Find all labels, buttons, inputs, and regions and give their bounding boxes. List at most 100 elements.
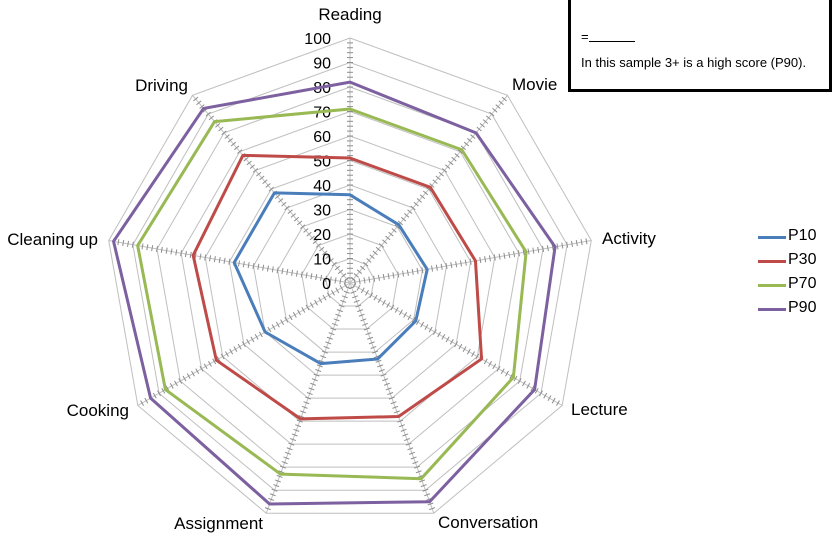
minor-tick <box>496 365 501 372</box>
minor-tick <box>218 126 224 132</box>
minor-tick <box>281 461 288 465</box>
minor-tick <box>310 273 313 280</box>
series-p70 <box>136 107 528 481</box>
minor-tick <box>427 502 434 506</box>
minor-tick <box>320 274 323 281</box>
minor-tick <box>365 289 369 296</box>
minor-tick <box>278 470 285 474</box>
legend-swatch-p70 <box>758 284 786 287</box>
minor-tick <box>144 397 149 404</box>
minor-tick <box>288 314 293 321</box>
legend-swatch-p90 <box>758 308 786 311</box>
minor-tick <box>359 265 366 271</box>
minor-tick <box>290 213 296 218</box>
minor-tick <box>305 396 312 400</box>
minor-tick <box>411 268 414 275</box>
minor-tick <box>242 261 245 268</box>
minor-tick <box>526 383 531 389</box>
minor-tick <box>151 245 154 252</box>
minor-tick <box>546 245 549 252</box>
minor-tick <box>432 179 438 184</box>
legend-label-p70: P70 <box>788 275 817 292</box>
minor-tick <box>411 316 416 323</box>
minor-tick <box>191 370 195 377</box>
minor-tick <box>530 385 535 392</box>
minor-tick <box>358 278 361 285</box>
minor-tick <box>441 334 446 340</box>
minor-tick <box>488 361 492 367</box>
minor-tick <box>390 401 397 405</box>
minor-tick <box>186 373 191 379</box>
minor-tick <box>353 273 359 278</box>
minor-tick <box>362 322 369 326</box>
minor-tick <box>224 134 230 139</box>
minor-tick <box>266 265 269 272</box>
minor-tick <box>271 266 274 273</box>
minor-tick <box>483 358 488 365</box>
minor-tick <box>407 447 414 451</box>
minor-tick <box>161 387 166 394</box>
minor-tick <box>215 123 221 128</box>
minor-tick <box>328 258 334 263</box>
minor-tick <box>334 265 341 271</box>
minor-tick <box>237 343 242 350</box>
minor-tick <box>286 447 293 451</box>
minor-tick <box>466 348 471 355</box>
note-underline <box>588 29 635 42</box>
minor-tick <box>575 239 578 247</box>
minor-tick <box>306 392 313 396</box>
series-p10 <box>232 191 429 366</box>
minor-tick <box>368 276 371 283</box>
minor-tick <box>243 156 249 162</box>
minor-tick <box>218 256 221 264</box>
axis-label-activity: Activity <box>602 229 656 248</box>
tick-label-100: 100 <box>304 31 331 48</box>
minor-tick <box>287 209 293 214</box>
tick-label-60: 60 <box>313 129 331 146</box>
minor-tick <box>416 198 422 203</box>
minor-tick <box>152 392 157 399</box>
minor-tick <box>432 329 437 335</box>
minor-tick <box>350 290 357 294</box>
minor-tick <box>394 307 399 313</box>
minor-tick <box>378 243 385 248</box>
minor-tick <box>488 255 491 262</box>
minor-tick <box>262 179 268 184</box>
minor-tick <box>356 269 363 275</box>
minor-tick <box>377 274 380 281</box>
minor-tick <box>369 292 374 299</box>
minor-tick <box>500 368 505 375</box>
minor-tick <box>363 261 369 267</box>
minor-tick <box>547 395 552 401</box>
minor-tick <box>360 287 365 294</box>
minor-tick <box>237 149 243 154</box>
minor-tick <box>281 268 284 275</box>
minor-tick <box>393 410 400 414</box>
minor-tick <box>392 272 395 279</box>
note-line-3: In this sample 3+ is a high score (P90). <box>581 55 807 70</box>
minor-tick <box>209 255 212 262</box>
minor-tick <box>482 119 489 124</box>
minor-tick <box>357 309 364 313</box>
minor-tick <box>127 240 130 247</box>
minor-tick <box>146 244 149 251</box>
minor-tick <box>275 321 280 328</box>
minor-tick <box>382 274 385 281</box>
minor-tick <box>303 228 309 233</box>
minor-tick <box>328 332 335 336</box>
minor-tick <box>309 235 315 241</box>
minor-tick <box>388 231 394 237</box>
minor-tick <box>498 253 501 260</box>
minor-tick <box>343 290 350 294</box>
minor-tick <box>397 271 400 278</box>
minor-tick <box>445 336 450 343</box>
tick-label-10: 10 <box>313 252 331 269</box>
minor-tick <box>435 264 438 271</box>
minor-tick <box>140 400 145 406</box>
note-line-1 <box>581 0 819 9</box>
minor-tick <box>213 256 216 263</box>
minor-tick <box>495 104 501 109</box>
gridline-60 <box>204 135 496 422</box>
minor-tick <box>424 324 429 330</box>
radar-axis-labels: Reading Movie Activity Lecture Conversation A… <box>7 5 656 533</box>
